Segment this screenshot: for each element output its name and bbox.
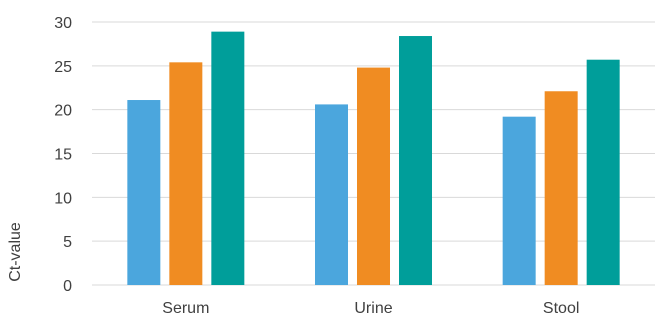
y-tick-label: 5	[63, 234, 72, 251]
x-category-label-stool: Stool	[543, 300, 579, 317]
x-category-label-urine: Urine	[354, 300, 392, 317]
y-axis-title: Ct-value	[7, 222, 24, 282]
y-tick-label: 30	[54, 15, 72, 32]
bar-serum-2	[169, 62, 203, 286]
y-tick-label: 10	[54, 190, 72, 207]
x-category-label-serum: Serum	[162, 300, 209, 317]
bar-urine-3	[399, 36, 432, 285]
y-tick-label: 15	[54, 147, 72, 164]
bar-serum-1	[127, 100, 161, 285]
bar-stool-2	[544, 91, 578, 285]
bar-stool-3	[586, 59, 620, 285]
y-tick-label: 25	[54, 59, 72, 76]
y-tick-label: 20	[54, 103, 72, 120]
bar-urine-1	[315, 104, 348, 285]
y-axis-ticks: 0 5 10 15 20 25 30	[54, 15, 72, 295]
x-axis-categories: Serum Urine Stool	[162, 300, 579, 317]
bar-urine-2	[357, 67, 390, 285]
bar-stool-1	[502, 116, 536, 286]
y-tick-label: 0	[63, 278, 72, 295]
bars	[127, 31, 620, 286]
bar-serum-3	[211, 31, 245, 285]
